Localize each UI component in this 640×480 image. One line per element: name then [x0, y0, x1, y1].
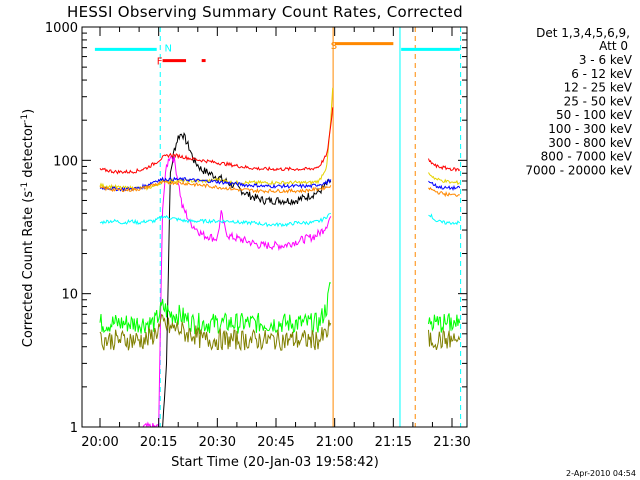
legend-label-1: 6 - 12 keV — [571, 67, 633, 81]
x-axis-label: Start Time (20-Jan-03 19:58:42) — [171, 455, 379, 470]
plot-area — [94, 27, 462, 427]
legend-label-2: 12 - 25 keV — [564, 81, 633, 95]
series-line-2 — [99, 282, 331, 336]
y-tick-label-3: 1000 — [45, 21, 78, 36]
annotation-f: F — [157, 57, 163, 68]
y-tick-label-1: 10 — [61, 288, 78, 303]
x-tick-label-0: 20:00 — [81, 435, 118, 450]
series-line-4 — [99, 87, 334, 191]
legend-label-6: 300 - 800 keV — [548, 136, 632, 150]
legend-label-7: 800 - 7000 keV — [541, 150, 633, 164]
x-tick-label-1: 20:15 — [140, 435, 177, 450]
legend-label-3: 25 - 50 keV — [564, 94, 633, 108]
series-line-7 — [99, 180, 332, 194]
y-axis: 1 10 100 1000 — [45, 21, 467, 436]
annotation-s: S — [331, 41, 337, 52]
y-tick-label-2: 100 — [53, 154, 78, 169]
y-axis-label: Corrected Count Rate (s-1 detector-1) — [20, 109, 36, 347]
series-line-8 — [99, 313, 332, 352]
x-axis: 20:00 20:15 20:30 20:45 21:00 21:15 21:30 — [81, 27, 471, 450]
legend-label-5: 100 - 300 keV — [548, 122, 632, 136]
series-line-3 — [99, 212, 331, 228]
chart-title: HESSI Observing Summary Count Rates, Cor… — [67, 3, 463, 21]
legend-label-4: 50 - 100 keV — [556, 108, 633, 122]
legend-header-line-2: Att 0 — [599, 39, 628, 53]
series-line-segment2-7 — [428, 329, 461, 351]
series-line-segment2-3 — [428, 180, 461, 192]
series-line-segment2-6 — [428, 313, 461, 333]
series-line-segment2-1 — [428, 158, 461, 173]
series-line-segment2-2 — [428, 172, 461, 186]
annotation-n: N — [165, 44, 172, 55]
x-tick-label-4: 21:00 — [316, 435, 353, 450]
series-line-6 — [99, 176, 332, 192]
series-line-0 — [162, 131, 332, 427]
x-tick-label-2: 20:30 — [199, 435, 236, 450]
legend-header-line-1: Det 1,3,4,5,6,9, — [536, 26, 630, 40]
x-tick-label-3: 20:45 — [257, 435, 294, 450]
series-line-segment2-4 — [428, 186, 460, 198]
footer-timestamp: 2-Apr-2010 04:54 — [566, 469, 636, 478]
series-line-segment2-5 — [428, 213, 461, 226]
x-tick-label-5: 21:15 — [375, 435, 412, 450]
series-line-5 — [99, 107, 334, 175]
legend-label-0: 3 - 6 keV — [579, 53, 633, 67]
y-tick-label-0: 1 — [70, 421, 78, 436]
legend-label-8: 7000 - 20000 keV — [525, 163, 632, 177]
plot-frame — [81, 26, 468, 428]
x-tick-label-6: 21:30 — [433, 435, 470, 450]
series-line-1 — [142, 154, 332, 427]
